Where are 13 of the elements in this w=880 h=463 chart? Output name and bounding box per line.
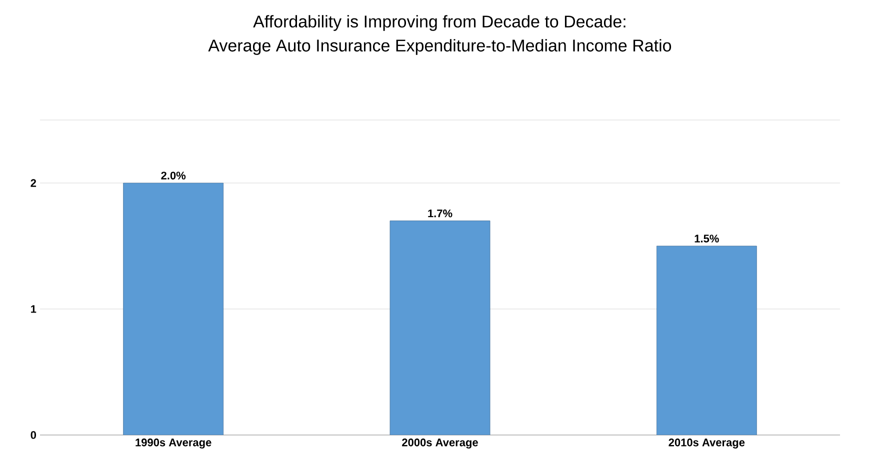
x-tick-label: 2000s Average bbox=[402, 438, 478, 449]
x-tick-label: 2010s Average bbox=[668, 438, 745, 449]
y-tick-label: 2 bbox=[30, 179, 36, 187]
chart-title: Affordability is Improving from Decade to Decade: bbox=[253, 15, 626, 31]
y-tick-label: 0 bbox=[30, 431, 36, 439]
data-label: 1.5% bbox=[694, 234, 719, 242]
bar bbox=[123, 182, 224, 435]
y-tick-label: 1 bbox=[31, 305, 36, 313]
data-label: 2.0% bbox=[161, 172, 186, 180]
x-tick-label: 1990s Average bbox=[136, 438, 212, 449]
chart-subtitle: Average Auto Insurance Expenditure-to-Median Income Ratio bbox=[208, 39, 672, 55]
bar bbox=[390, 220, 490, 435]
data-label: 1.7% bbox=[428, 210, 452, 218]
